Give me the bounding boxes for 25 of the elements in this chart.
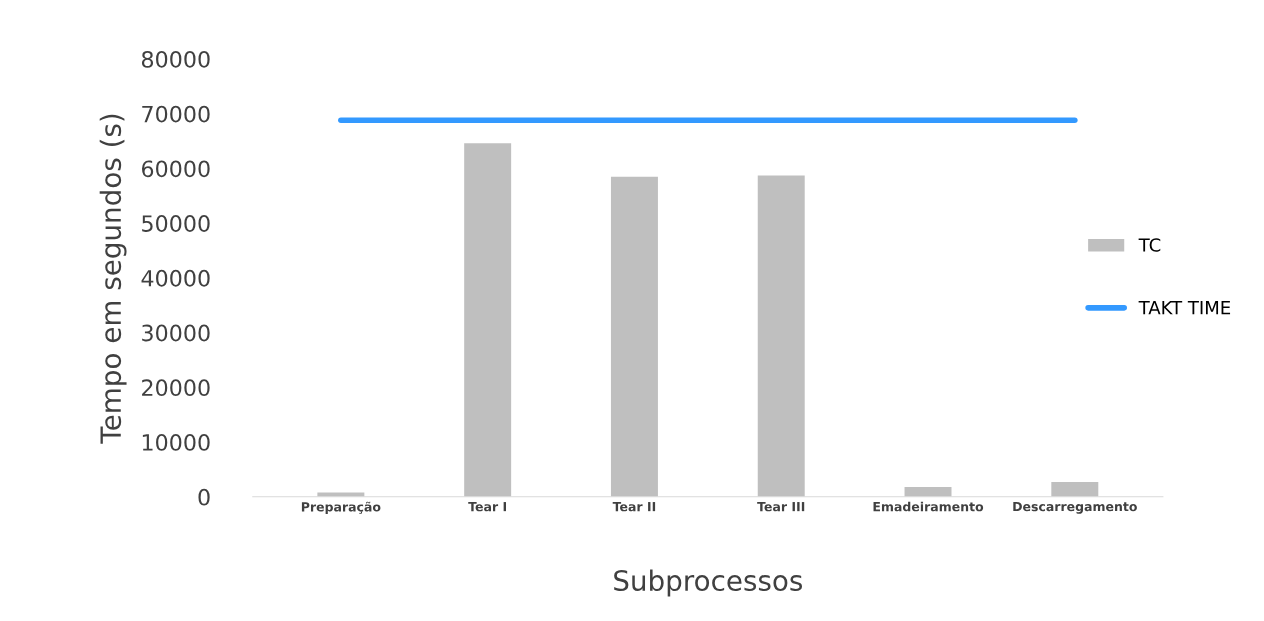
x-tick-label: Tear I: [468, 502, 506, 512]
x-tick-label: Tear II: [612, 502, 656, 512]
y-tick-label: 20000: [142, 379, 210, 397]
y-tick-label: 60000: [141, 160, 210, 178]
x-tick-label: Tear III: [757, 502, 805, 512]
bar: [904, 486, 952, 497]
y-tick-label: 0: [198, 488, 210, 506]
legend-label: TC: [1138, 238, 1161, 252]
bar: [1051, 482, 1099, 497]
y-tick-label: 50000: [142, 215, 210, 232]
bar: [464, 143, 512, 497]
y-tick-label: 80000: [141, 50, 210, 68]
bar: [317, 492, 365, 497]
bar: [610, 176, 658, 497]
bar: [757, 175, 805, 497]
y-tick-label: 10000: [142, 434, 210, 451]
x-tick-label: Descarregamento: [1013, 501, 1137, 514]
x-axis-title: Subprocessos: [614, 569, 803, 597]
y-tick-label: 40000: [141, 269, 210, 287]
y-axis-title: Tempo em segundos (s): [99, 114, 127, 444]
y-tick-label: 70000: [142, 105, 210, 123]
legend-label: TAKT TIME: [1138, 301, 1231, 315]
y-tick-label: 30000: [142, 324, 210, 342]
x-tick-label: Preparação: [301, 501, 381, 514]
x-tick-label: Emadeiramento: [873, 501, 984, 512]
